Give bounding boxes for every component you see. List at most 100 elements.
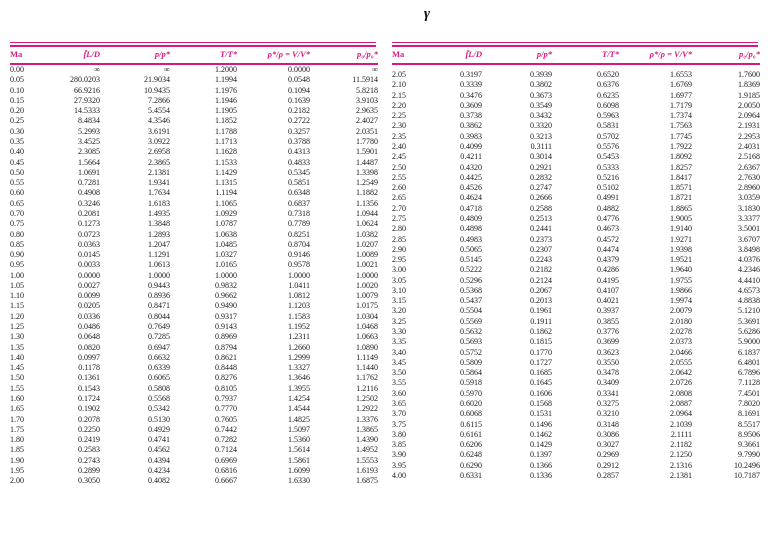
table-row: 3.15 0.5437 0.2013 0.4021 1.9974 4.8838 xyxy=(392,296,760,306)
table-row: 2.70 0.4718 0.2588 0.4882 1.8865 3.1830 xyxy=(392,204,760,214)
cell: 1.9755 xyxy=(670,275,692,285)
cell: 0.3320 xyxy=(530,121,552,131)
cell: 1.9005 xyxy=(670,213,692,223)
cell: 1.3376 xyxy=(356,414,378,424)
cell: 2.15 xyxy=(392,90,406,100)
table-row: 0.25 8.4834 4.3546 1.1852 0.2722 2.4027 xyxy=(10,116,378,126)
cell: 1.8865 xyxy=(670,203,692,213)
cell: 0.5437 xyxy=(460,296,482,306)
cell: 0.4983 xyxy=(460,234,482,244)
cell: 3.6707 xyxy=(738,234,760,244)
cell: 1.7922 xyxy=(670,141,692,151)
cell: 5.9000 xyxy=(738,337,760,347)
cell: 0.2013 xyxy=(530,296,552,306)
cell: 0.8276 xyxy=(215,373,237,383)
cell: 7.4501 xyxy=(738,388,760,398)
cell: 0.4908 xyxy=(78,188,100,198)
cell: 1.10 xyxy=(10,291,24,301)
cell: 1.95 xyxy=(10,465,24,475)
cell: 0.6206 xyxy=(460,440,482,450)
table-row: 3.20 0.5504 0.1961 0.3937 2.0079 5.1210 xyxy=(392,306,760,316)
cell: 1.0304 xyxy=(356,311,378,321)
cell: 2.0642 xyxy=(670,368,692,378)
cell: 0.5752 xyxy=(460,347,482,357)
cell: 0.1361 xyxy=(78,373,100,383)
cell: 0.5576 xyxy=(597,141,619,151)
cell: 0.2912 xyxy=(597,460,619,470)
table-row: 2.80 0.4898 0.2441 0.4673 1.9140 3.5001 xyxy=(392,224,760,234)
cell: 0.7282 xyxy=(215,435,237,445)
cell: 0.2588 xyxy=(530,203,552,213)
cell: 0.85 xyxy=(10,239,24,249)
cell: 0.3257 xyxy=(288,126,310,136)
cell: 1.5901 xyxy=(356,147,378,157)
cell: 0.4195 xyxy=(597,275,619,285)
cell: 3.60 xyxy=(392,388,406,398)
cell: 0.5333 xyxy=(597,162,619,172)
table-row: 1.70 0.2078 0.5130 0.7605 1.4825 1.3376 xyxy=(10,415,378,425)
cell: 0.3213 xyxy=(530,131,552,141)
cell: 1.05 xyxy=(10,280,24,290)
cell: 0.80 xyxy=(10,229,24,239)
cell: 5.1210 xyxy=(738,306,760,316)
cell: 1.1429 xyxy=(215,167,237,177)
cell: 0.2899 xyxy=(78,465,100,475)
table-row: 1.75 0.2250 0.4929 0.7442 1.5097 1.3865 xyxy=(10,425,378,435)
cell: 1.0613 xyxy=(148,260,170,270)
cell: 6.4801 xyxy=(738,357,760,367)
cell: 7.1128 xyxy=(738,378,760,388)
cell: 0.0205 xyxy=(78,301,100,311)
cell: 2.05 xyxy=(392,70,406,79)
table-row: 0.20 14.5333 5.4554 1.1905 0.2182 2.9635 xyxy=(10,106,378,116)
cell: 2.75 xyxy=(392,213,406,223)
cell: 0.5504 xyxy=(460,306,482,316)
cell: 2.1381 xyxy=(148,167,170,177)
cell: 1.7374 xyxy=(670,111,692,121)
cell: 1.0000 xyxy=(288,270,310,280)
cell: 0.4211 xyxy=(460,152,482,162)
cell: 1.3848 xyxy=(148,219,170,229)
cell: 0.2969 xyxy=(597,450,619,460)
cell: 0.4833 xyxy=(288,157,310,167)
cell: 4.8838 xyxy=(738,296,760,306)
cell: 1.1952 xyxy=(288,322,310,332)
cell: 0.1366 xyxy=(530,460,552,470)
cell: 0.2182 xyxy=(288,106,310,116)
cell: 0.3210 xyxy=(597,409,619,419)
cell: 0.2921 xyxy=(530,162,552,172)
cell: 4.3546 xyxy=(148,116,170,126)
cell: 1.5614 xyxy=(288,445,310,455)
cell: 1.3327 xyxy=(288,363,310,373)
cell: 5.3691 xyxy=(738,316,760,326)
cell: 0.5808 xyxy=(148,383,170,393)
cell: 1.6183 xyxy=(148,198,170,208)
data-table-right: Ma f̄L/D p/p* T/T* ρ*/ρ = V/V* p₀/p₀* 2.05 0.3… xyxy=(392,47,760,481)
cell: 0.2441 xyxy=(530,224,552,234)
cell: 0.4379 xyxy=(597,255,619,265)
cell: 0.2419 xyxy=(78,435,100,445)
cell: 3.35 xyxy=(392,337,406,347)
cell: 2.3085 xyxy=(78,147,100,157)
table-body-left: 0.00 ∞ ∞ 1.2000 0.0000 ∞ 0.05 280.0203 21.9034 1.… xyxy=(10,64,378,487)
cell: 1.9271 xyxy=(670,234,692,244)
column-header: p₀/p₀* xyxy=(310,47,378,65)
cell: 3.6191 xyxy=(148,126,170,136)
table-top-rule-thin xyxy=(10,42,376,43)
table-row: 2.25 0.3738 0.3432 0.5963 1.7374 2.0964 xyxy=(392,111,760,121)
cell: 0.35 xyxy=(10,136,24,146)
cell: 6.1837 xyxy=(738,347,760,357)
cell: 1.1713 xyxy=(215,136,237,146)
cell: 1.2000 xyxy=(215,65,237,74)
cell: 0.3197 xyxy=(460,70,482,79)
cell: 0.8105 xyxy=(215,383,237,393)
table-row: 1.35 0.0820 0.6947 0.8794 1.2660 1.0890 xyxy=(10,343,378,353)
cell: 0.3549 xyxy=(530,100,552,110)
cell: 0.3738 xyxy=(460,111,482,121)
table-row: 3.60 0.5970 0.1606 0.3341 2.0808 7.4501 xyxy=(392,389,760,399)
cell: 5.2993 xyxy=(78,126,100,136)
cell: 0.2067 xyxy=(530,285,552,295)
cell: 0.5065 xyxy=(460,244,482,254)
cell: 3.50 xyxy=(392,368,406,378)
table-row: 1.55 0.1543 0.5808 0.8105 1.3955 1.2116 xyxy=(10,384,378,394)
cell: 0.5809 xyxy=(460,357,482,367)
